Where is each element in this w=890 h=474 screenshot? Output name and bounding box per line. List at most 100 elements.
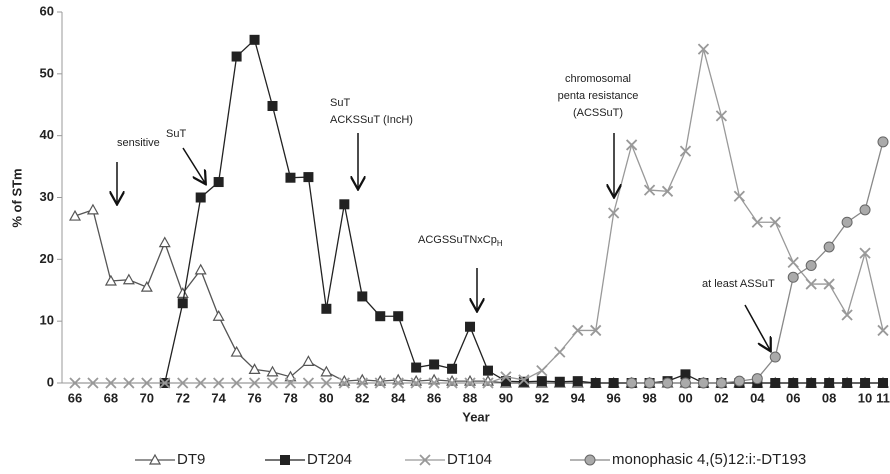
marker: [68, 209, 82, 221]
marker: [248, 363, 261, 374]
x-tick-label: 98: [642, 390, 656, 405]
marker: [769, 351, 781, 363]
marker: [195, 377, 207, 389]
x-tick-label: 92: [535, 390, 549, 405]
marker: [392, 377, 404, 389]
marker: [338, 377, 350, 389]
marker: [482, 377, 494, 389]
legend-label: DT9: [177, 451, 205, 468]
marker: [356, 377, 368, 389]
marker: [842, 378, 853, 388]
marker: [697, 377, 709, 389]
marker: [679, 145, 692, 157]
marker: [86, 203, 99, 215]
x-tick-label: 90: [499, 390, 513, 405]
marker: [805, 278, 817, 290]
marker: [572, 376, 583, 387]
marker: [500, 376, 511, 387]
marker: [428, 377, 440, 389]
x-tick-label: 72: [175, 390, 189, 405]
legend-label: monophasic 4,(5)12:i:-DT193: [612, 451, 806, 468]
y-tick-label: 60: [40, 3, 54, 18]
x-tick-label: 02: [714, 390, 728, 405]
marker: [608, 378, 619, 388]
marker: [733, 190, 745, 202]
annotation: SuT: [166, 128, 186, 140]
annotation-arrow: [182, 147, 205, 183]
marker: [411, 362, 422, 373]
marker: [590, 378, 601, 388]
marker: [625, 139, 638, 151]
marker: [788, 378, 799, 388]
marker: [410, 377, 422, 389]
x-tick-label: 84: [391, 390, 406, 405]
y-tick-label: 20: [40, 251, 54, 266]
marker: [285, 172, 296, 183]
marker: [303, 172, 314, 183]
marker: [266, 377, 279, 389]
marker: [806, 378, 817, 388]
annotation: ACGSSuTNxCpH: [418, 234, 503, 248]
annotation: sensitive: [117, 137, 160, 149]
marker: [680, 369, 691, 380]
marker: [195, 192, 206, 203]
annotation-text: ACGSSuTNxCp: [418, 234, 497, 246]
marker: [787, 271, 799, 283]
marker: [824, 378, 835, 388]
legend-item: DT104: [405, 451, 492, 468]
marker: [769, 216, 781, 228]
x-tick-label: 88: [463, 390, 477, 405]
marker: [248, 377, 261, 389]
marker: [715, 377, 727, 389]
marker: [584, 454, 596, 466]
marker: [230, 345, 243, 357]
x-tick-label: 82: [355, 390, 369, 405]
marker: [267, 100, 278, 111]
marker: [464, 377, 476, 389]
marker: [554, 346, 566, 358]
marker: [877, 324, 889, 337]
marker: [662, 377, 674, 389]
marker: [87, 377, 99, 389]
marker: [518, 376, 529, 387]
marker: [105, 377, 117, 389]
marker: [148, 453, 162, 465]
x-tick-label: 04: [750, 390, 765, 405]
legend-item: monophasic 4,(5)12:i:-DT193: [570, 451, 806, 468]
marker: [590, 324, 602, 337]
marker: [104, 274, 117, 286]
marker: [357, 291, 368, 302]
legend-item: DT9: [135, 451, 205, 468]
marker: [231, 51, 242, 62]
marker: [572, 324, 584, 337]
marker: [302, 355, 315, 366]
marker: [419, 454, 431, 466]
x-tick-label: 11: [876, 390, 890, 405]
marker: [661, 185, 674, 197]
marker: [213, 377, 225, 389]
marker: [302, 377, 315, 389]
marker: [212, 309, 225, 321]
x-tick-label: 86: [427, 390, 441, 405]
annotation: penta resistance: [558, 90, 639, 102]
x-tick-label: 74: [211, 390, 226, 405]
marker: [123, 377, 135, 389]
marker: [643, 184, 656, 196]
marker: [374, 377, 386, 389]
marker: [140, 280, 153, 292]
marker: [644, 377, 656, 389]
marker: [393, 311, 404, 322]
marker: [860, 378, 871, 388]
marker: [339, 199, 350, 210]
marker: [823, 278, 835, 290]
marker: [158, 236, 171, 248]
y-tick-label: 50: [40, 65, 54, 80]
marker: [536, 364, 548, 377]
marker: [69, 377, 81, 389]
annotation: (ACSSuT): [573, 107, 623, 119]
x-tick-label: 78: [283, 390, 297, 405]
y-tick-label: 0: [47, 374, 54, 389]
x-tick-label: 00: [678, 390, 692, 405]
marker: [878, 378, 888, 388]
